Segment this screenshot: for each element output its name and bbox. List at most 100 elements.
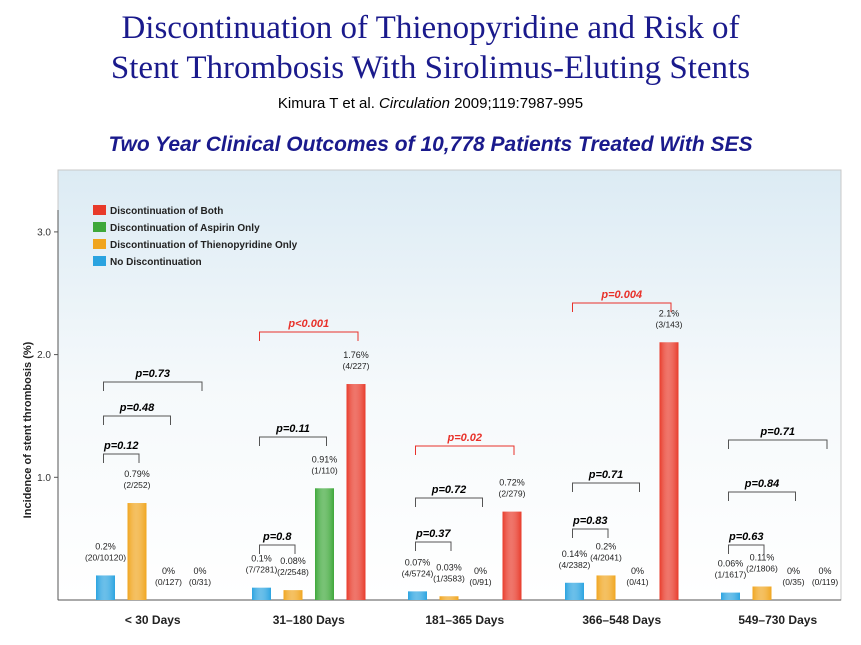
bar-highlight xyxy=(346,384,366,600)
data-label-percent: 0.14% xyxy=(562,549,588,559)
x-category-label: 181–365 Days xyxy=(425,613,504,627)
data-label-count: (2/279) xyxy=(499,489,526,499)
chart-subtitle: Two Year Clinical Outcomes of 10,778 Pat… xyxy=(108,133,753,156)
significance-bracket xyxy=(728,439,828,449)
data-label-count: (0/41) xyxy=(626,577,648,587)
bar-highlight xyxy=(439,596,459,600)
data-label-percent: 0% xyxy=(162,566,175,576)
data-label-percent: 0.08% xyxy=(280,556,306,566)
significance-bracket xyxy=(415,541,452,551)
p-value-label: p=0.004 xyxy=(600,289,642,301)
significance-bracket xyxy=(728,544,765,554)
significance-bracket xyxy=(415,497,483,507)
plot-background xyxy=(57,169,842,601)
data-label-percent: 0% xyxy=(474,566,487,576)
p-value-label: p=0.83 xyxy=(572,515,608,527)
legend-label: Discontinuation of Both xyxy=(110,206,223,217)
data-label-percent: 0% xyxy=(193,566,206,576)
title-line-1: Discontinuation of Thienopyridine and Ri… xyxy=(121,10,740,46)
title-line-2: Stent Thrombosis With Sirolimus-Eluting … xyxy=(110,50,751,86)
data-label-count: (4/2382) xyxy=(559,560,591,570)
bar-highlight xyxy=(752,586,772,600)
data-label-percent: 0.07% xyxy=(405,557,431,567)
y-tick-label: 1.0 xyxy=(37,473,51,484)
p-value-label: p<0.001 xyxy=(287,318,329,330)
bar-highlight xyxy=(283,590,303,600)
data-label-count: (4/2041) xyxy=(590,552,622,562)
data-label-count: (2/1806) xyxy=(746,564,778,574)
data-label-percent: 0.2% xyxy=(596,541,617,551)
citation-journal: Circulation xyxy=(379,95,450,112)
data-label-percent: 0% xyxy=(631,566,644,576)
bar-highlight xyxy=(315,488,334,600)
bar-highlight xyxy=(596,575,616,600)
data-label-percent: 1.76% xyxy=(343,350,369,360)
significance-bracket xyxy=(103,415,171,425)
data-label-count: (20/10120) xyxy=(85,552,126,562)
data-label-count: (1/1617) xyxy=(715,570,747,580)
data-label-count: (4/227) xyxy=(343,361,370,371)
bar-highlight xyxy=(96,575,115,600)
data-label-percent: 0.1% xyxy=(251,554,272,564)
data-label-percent: 0% xyxy=(818,566,831,576)
significance-bracket xyxy=(572,528,609,538)
significance-bracket xyxy=(259,331,359,341)
data-label-percent: 0.79% xyxy=(124,469,150,479)
p-value-label: p=0.84 xyxy=(744,478,780,490)
significance-bracket xyxy=(259,436,327,446)
p-value-label: p=0.72 xyxy=(431,484,467,496)
bar-highlight xyxy=(721,592,740,600)
legend-label: Discontinuation of Thienopyridine Only xyxy=(110,240,298,251)
citation-authors: Kimura T et al. xyxy=(277,95,380,112)
legend-swatch xyxy=(93,205,106,215)
data-label-percent: 0.72% xyxy=(499,478,525,488)
bar-chart: 1.0 2.0 3.0 Incidence of stent thrombosis (… xyxy=(22,169,842,627)
p-value-label: p=0.37 xyxy=(415,528,451,540)
data-label-count: (1/3583) xyxy=(433,573,465,583)
data-label-count: (0/31) xyxy=(189,577,211,587)
p-value-label: p=0.63 xyxy=(728,531,764,543)
legend-label: Discontinuation of Aspirin Only xyxy=(110,223,260,234)
x-category-label: 366–548 Days xyxy=(582,613,661,627)
bar-highlight xyxy=(127,503,147,600)
data-label-count: (1/110) xyxy=(311,465,337,475)
data-label-percent: 0.2% xyxy=(95,541,116,551)
data-label-count: (7/7281) xyxy=(246,565,278,575)
bar-highlight xyxy=(408,591,427,600)
significance-bracket xyxy=(415,445,515,455)
data-label-percent: 0.06% xyxy=(718,559,744,569)
data-label-percent: 0% xyxy=(787,566,800,576)
bar-highlight xyxy=(252,587,271,600)
data-label-count: (0/35) xyxy=(782,577,804,587)
data-label-count: (4/5724) xyxy=(402,568,434,578)
p-value-label: p=0.12 xyxy=(103,440,139,452)
data-label-percent: 0.03% xyxy=(436,562,462,572)
bar-highlight xyxy=(502,511,522,600)
data-label-percent: 0.91% xyxy=(312,454,338,464)
y-axis-label: Incidence of stent thrombosis (%) xyxy=(22,341,34,518)
legend-label: No Discontinuation xyxy=(110,257,202,268)
data-label-percent: 2.1% xyxy=(659,308,680,318)
bar-highlight xyxy=(659,342,679,600)
p-value-label: p=0.71 xyxy=(759,426,795,438)
y-tick-label: 2.0 xyxy=(37,350,51,361)
p-value-label: p=0.8 xyxy=(262,531,292,543)
significance-bracket xyxy=(728,491,796,501)
p-value-label: p=0.11 xyxy=(275,423,310,435)
citation-ref: 2009;119:7987-995 xyxy=(449,95,584,112)
data-label-count: (3/143) xyxy=(656,319,683,329)
legend-swatch xyxy=(93,222,106,232)
data-label-count: (2/2548) xyxy=(277,567,309,577)
data-label-count: (2/252) xyxy=(124,480,151,490)
p-value-label: p=0.73 xyxy=(134,368,170,380)
legend-swatch xyxy=(93,239,106,249)
significance-bracket xyxy=(259,544,296,554)
x-category-label: < 30 Days xyxy=(125,613,181,627)
significance-bracket xyxy=(103,453,140,463)
p-value-label: p=0.02 xyxy=(446,432,482,444)
bar-highlight xyxy=(565,582,584,600)
significance-bracket xyxy=(103,381,203,391)
data-label-count: (0/119) xyxy=(812,577,838,587)
data-label-count: (0/91) xyxy=(469,577,491,587)
significance-bracket xyxy=(572,302,672,312)
